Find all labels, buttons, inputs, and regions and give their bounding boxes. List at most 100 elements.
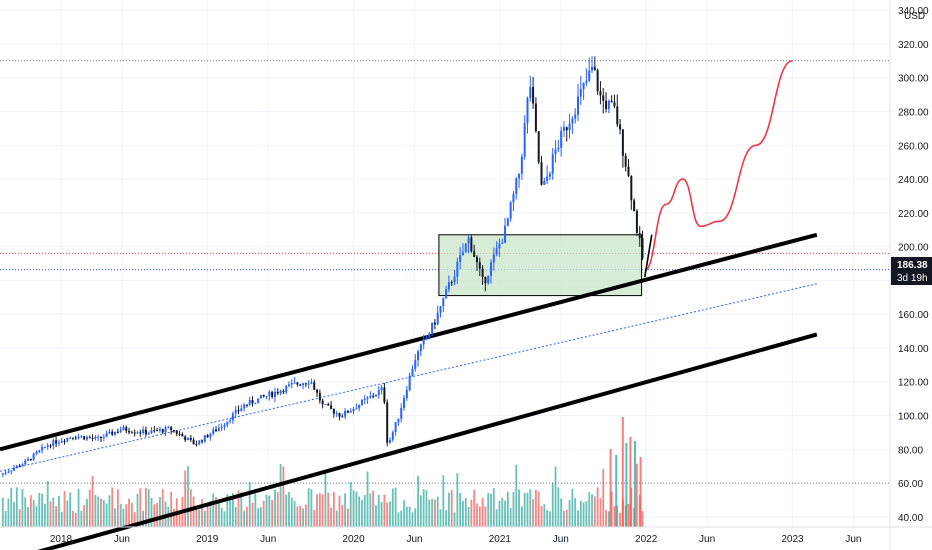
candle-body <box>181 434 184 437</box>
volume-bar <box>341 504 344 527</box>
volume-bar <box>546 510 549 527</box>
candle-body <box>147 432 150 435</box>
volume-bar <box>161 489 164 527</box>
volume-bar <box>234 507 237 527</box>
volume-bar <box>405 506 408 527</box>
candle-body <box>397 418 400 423</box>
candle-body <box>591 66 594 71</box>
volume-bar <box>142 510 144 527</box>
candle-body <box>579 89 582 97</box>
consolidation-box[interactable] <box>438 234 643 297</box>
volume-bar <box>105 503 108 527</box>
volume-bar <box>15 487 18 527</box>
candle-body <box>425 337 428 340</box>
x-axis[interactable]: 2018 Jun 2019 Jun 2020 Jun 2021 Jun 2022 Jun 2023 J… <box>50 534 862 545</box>
volume-bar <box>363 494 366 527</box>
volume-bar <box>271 499 274 527</box>
candle-body <box>613 102 616 107</box>
candle-body <box>201 440 204 442</box>
volume-bar <box>551 482 554 527</box>
volume-spike <box>633 441 636 527</box>
volume-bar <box>307 488 310 527</box>
volume-bar <box>1 497 4 527</box>
candle-body <box>391 432 394 440</box>
volume-bar <box>459 493 462 527</box>
candle-body <box>490 262 493 276</box>
projection-path[interactable] <box>644 60 793 278</box>
volume-bar <box>83 505 86 527</box>
volume-bar <box>349 482 352 527</box>
volume-bar <box>251 502 254 527</box>
trend-channel[interactable] <box>0 232 818 550</box>
volume-bar <box>55 506 58 527</box>
volume-bar <box>130 502 133 527</box>
volume-bar <box>122 508 125 527</box>
candle-body <box>414 360 417 369</box>
volume-bar <box>613 506 616 527</box>
candle-body <box>349 411 352 413</box>
volume-bar <box>464 497 467 527</box>
candle-body <box>456 261 459 277</box>
candle-body <box>178 433 181 435</box>
candle-body <box>74 437 77 439</box>
volume-bar <box>243 510 246 527</box>
candle-body <box>607 100 610 110</box>
candle-body <box>144 429 147 435</box>
candle-body <box>419 344 422 352</box>
candle-body <box>546 176 549 181</box>
candle-body <box>515 178 518 195</box>
candle-body <box>206 435 209 438</box>
x-tick-label: Jun <box>260 534 276 545</box>
volume-bar <box>599 498 602 527</box>
volume-bar <box>313 509 316 527</box>
candle-body <box>217 427 220 432</box>
candle-body <box>57 442 60 444</box>
volume-bar <box>223 511 226 527</box>
volume-bar <box>27 507 29 527</box>
volume-bar <box>585 501 588 527</box>
candle-body <box>172 430 175 432</box>
volume-bar <box>13 502 15 527</box>
candle-body <box>49 445 52 447</box>
candle-body <box>69 437 72 439</box>
candle-body <box>231 413 234 421</box>
x-tick-label: 2023 <box>781 534 804 545</box>
volume-bar <box>537 491 540 527</box>
candle-body <box>473 251 476 257</box>
candle-body <box>102 437 105 439</box>
candle-body <box>271 391 274 397</box>
volume-bar <box>473 489 476 527</box>
candle-body <box>341 416 344 418</box>
volume-bar <box>338 495 341 527</box>
candle-body <box>380 387 383 391</box>
volume-bar <box>389 501 391 527</box>
volume-bar <box>501 497 504 527</box>
volume-bar <box>347 508 349 527</box>
candle-body <box>184 436 187 441</box>
volume-bars <box>1 417 644 527</box>
candle-body <box>85 437 88 440</box>
candle-body <box>80 436 83 438</box>
candle-body <box>565 127 568 131</box>
volume-bar <box>268 495 271 527</box>
volume-bar <box>226 494 229 527</box>
volume-bar <box>147 489 150 527</box>
candle-body <box>226 421 229 426</box>
volume-bar <box>209 501 212 527</box>
candle-body <box>467 237 470 244</box>
candle-body <box>237 409 240 411</box>
volume-bar <box>394 487 397 527</box>
candle-body <box>88 437 91 439</box>
candle-body <box>43 446 46 448</box>
candle-body <box>122 427 125 431</box>
candle-body <box>537 131 540 163</box>
entry-arrow-line <box>644 234 653 278</box>
volume-bar <box>448 492 450 527</box>
candle-body <box>316 389 319 393</box>
candle-body <box>268 391 271 396</box>
candle-body <box>27 458 30 461</box>
volume-bar <box>310 489 313 527</box>
candle-body <box>83 436 86 440</box>
volume-bar <box>636 463 638 527</box>
